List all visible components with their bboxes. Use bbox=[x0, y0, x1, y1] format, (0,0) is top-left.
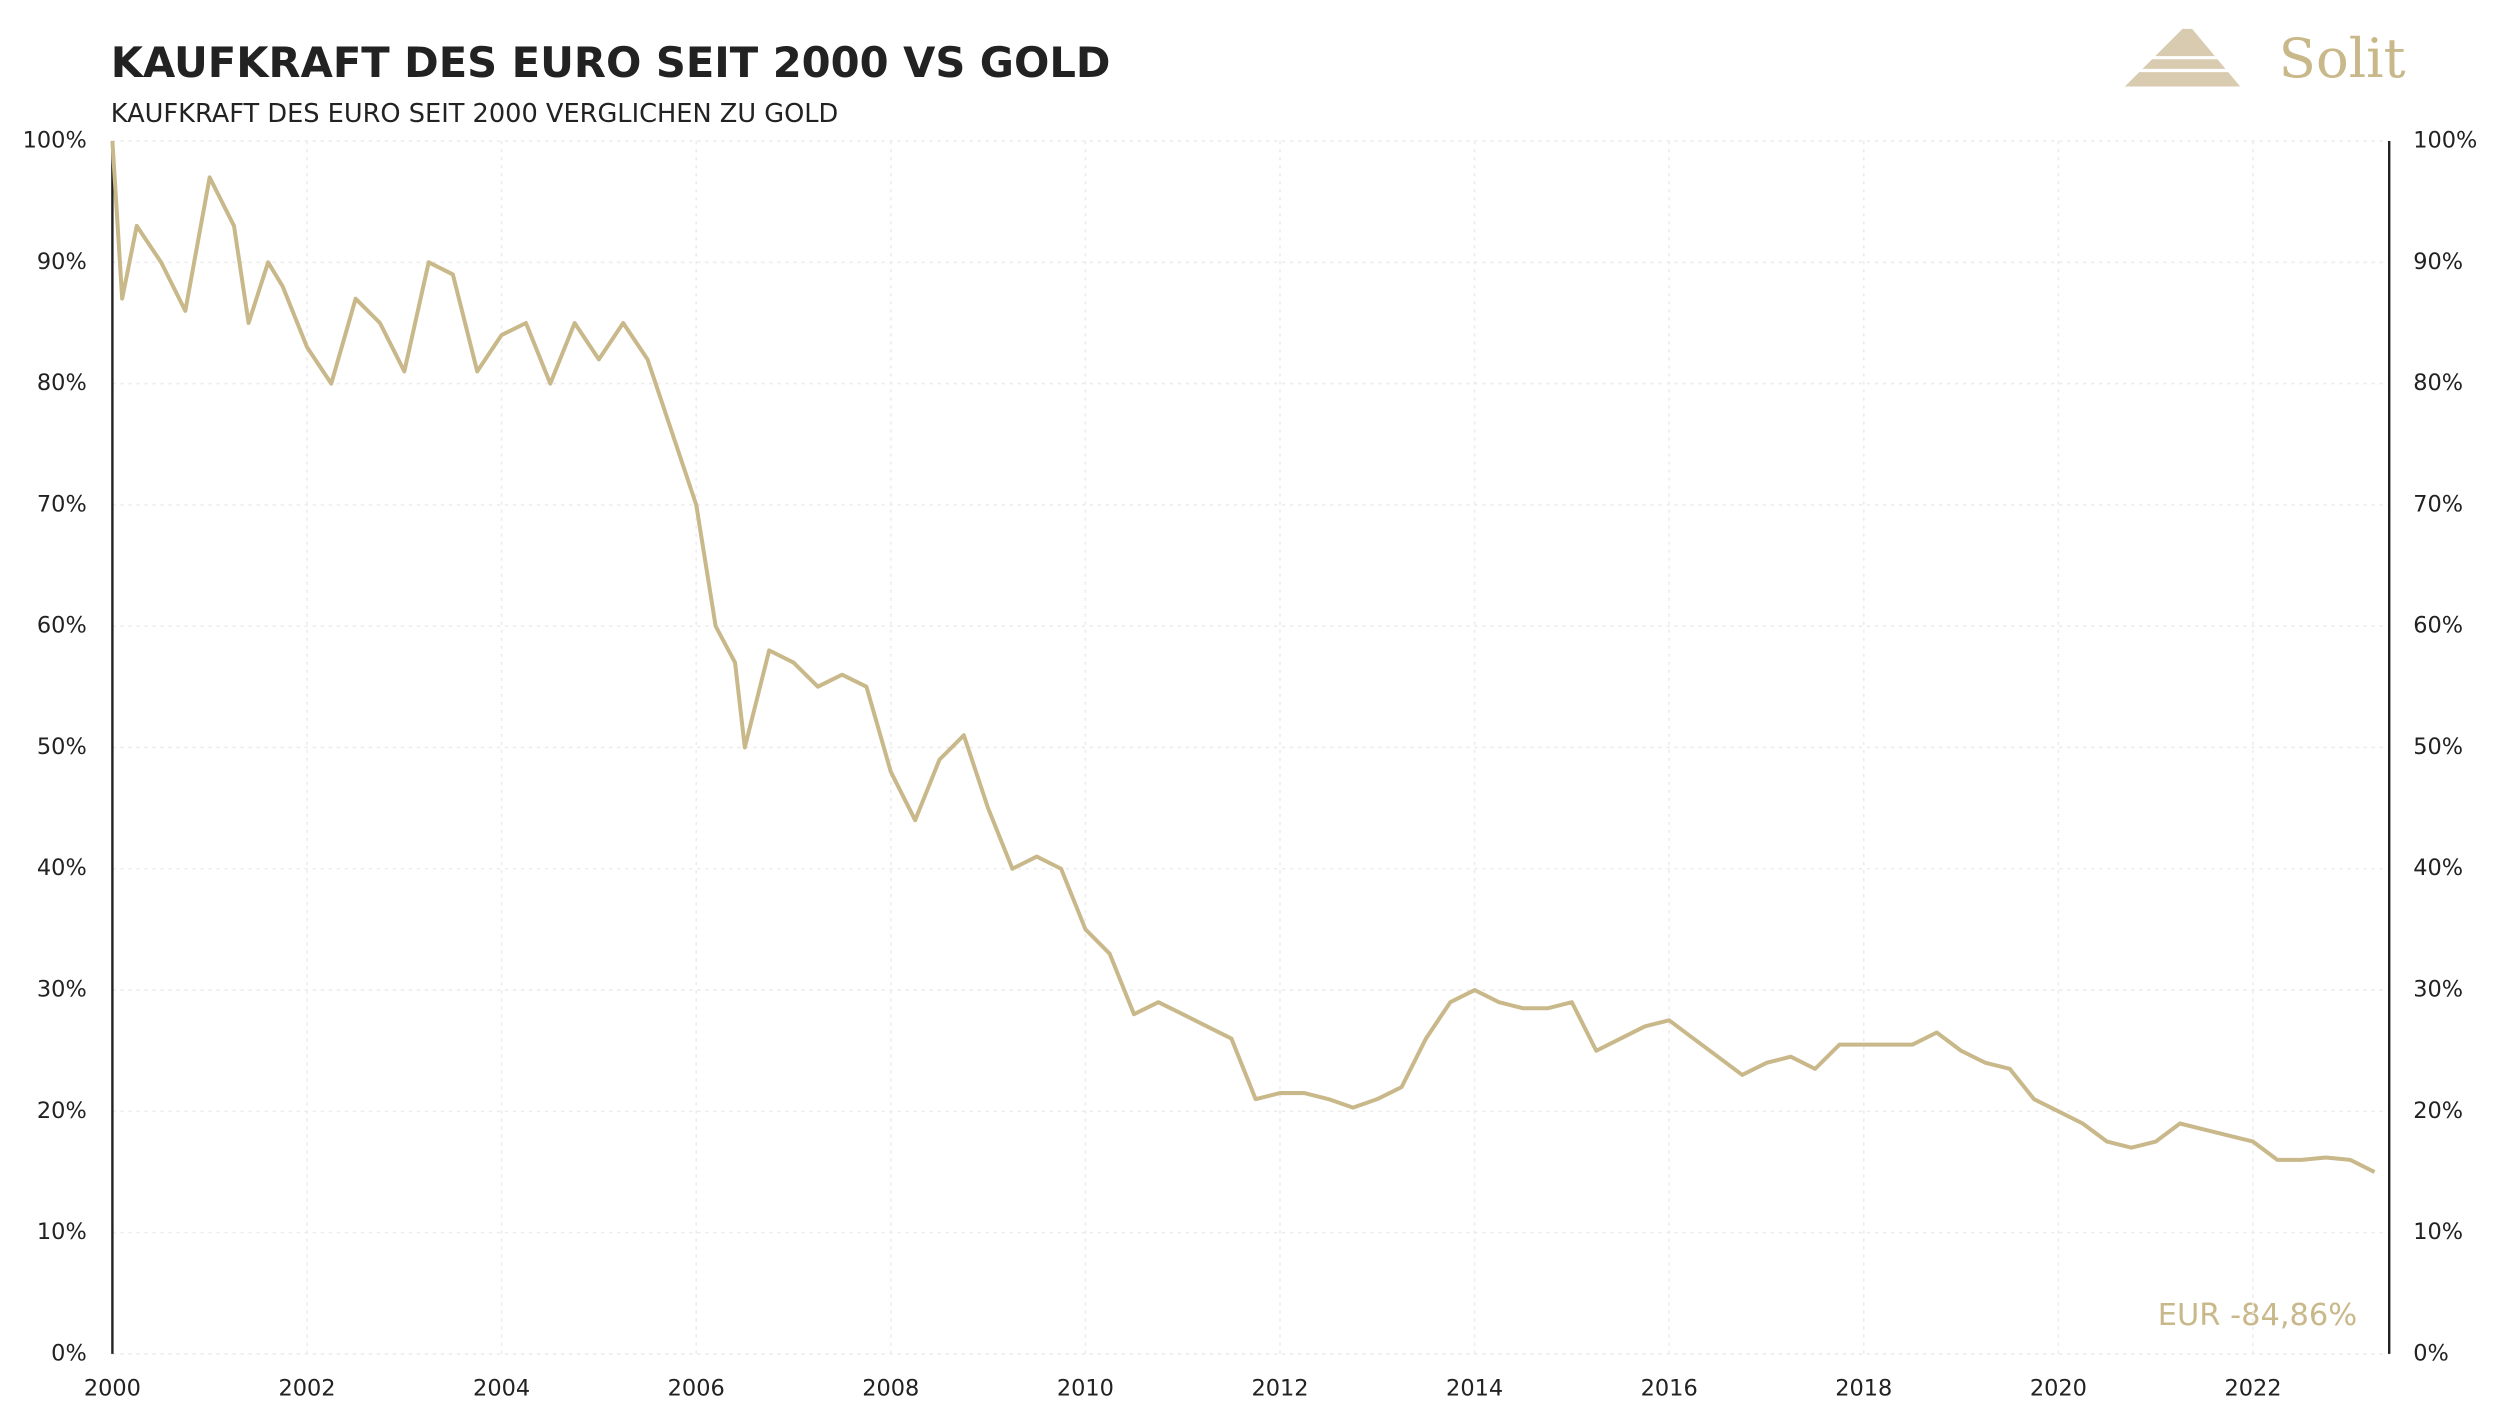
y-tick-label: 60% bbox=[37, 613, 87, 639]
y-tick-label: 70% bbox=[37, 491, 87, 517]
y-tick-label: 30% bbox=[37, 977, 87, 1003]
x-tick-label: 2014 bbox=[1446, 1376, 1503, 1402]
annotation: EUR -84,86% bbox=[2158, 1298, 2357, 1333]
y2-tick-label: 40% bbox=[2413, 855, 2463, 881]
x-tick-label: 2012 bbox=[1251, 1376, 1308, 1402]
logo-icon bbox=[2124, 28, 2241, 87]
y2-tick-label: 0% bbox=[2413, 1340, 2449, 1366]
x-tick-label: 2016 bbox=[1641, 1376, 1698, 1402]
chart-subtitle: KAUFKRAFT DES EURO SEIT 2000 VERGLICHEN … bbox=[111, 99, 839, 129]
x-tick-label: 2006 bbox=[668, 1376, 725, 1402]
x-tick-label: 2008 bbox=[862, 1376, 919, 1402]
y-tick-label: 90% bbox=[37, 249, 87, 275]
x-tick-label: 2022 bbox=[2224, 1376, 2281, 1402]
y2-tick-label: 80% bbox=[2413, 370, 2463, 396]
y2-tick-label: 20% bbox=[2413, 1098, 2463, 1124]
y-tick-label: 80% bbox=[37, 370, 87, 396]
y2-tick-label: 50% bbox=[2413, 734, 2463, 760]
y2-tick-label: 90% bbox=[2413, 249, 2463, 275]
y-tick-label: 20% bbox=[37, 1098, 87, 1124]
y2-tick-label: 60% bbox=[2413, 613, 2463, 639]
y2-tick-label: 30% bbox=[2413, 977, 2463, 1003]
x-tick-label: 2000 bbox=[84, 1376, 141, 1402]
y-tick-label: 40% bbox=[37, 855, 87, 881]
y-tick-label: 100% bbox=[23, 127, 87, 153]
y2-tick-label: 10% bbox=[2413, 1219, 2463, 1245]
y-tick-label: 10% bbox=[37, 1219, 87, 1245]
y-tick-label: 0% bbox=[51, 1340, 87, 1366]
x-tick-label: 2018 bbox=[1835, 1376, 1892, 1402]
chart-title: KAUFKRAFT DES EURO SEIT 2000 VS GOLD bbox=[111, 38, 1111, 87]
y2-tick-label: 70% bbox=[2413, 491, 2463, 517]
logo-text: Solit bbox=[2279, 26, 2406, 90]
data-line bbox=[110, 140, 2376, 1174]
x-tick-label: 2010 bbox=[1057, 1376, 1114, 1402]
y-tick-label: 50% bbox=[37, 734, 87, 760]
x-tick-label: 2002 bbox=[278, 1376, 335, 1402]
x-tick-label: 2020 bbox=[2030, 1376, 2087, 1402]
y2-tick-label: 100% bbox=[2413, 127, 2477, 153]
x-tick-label: 2004 bbox=[473, 1376, 530, 1402]
